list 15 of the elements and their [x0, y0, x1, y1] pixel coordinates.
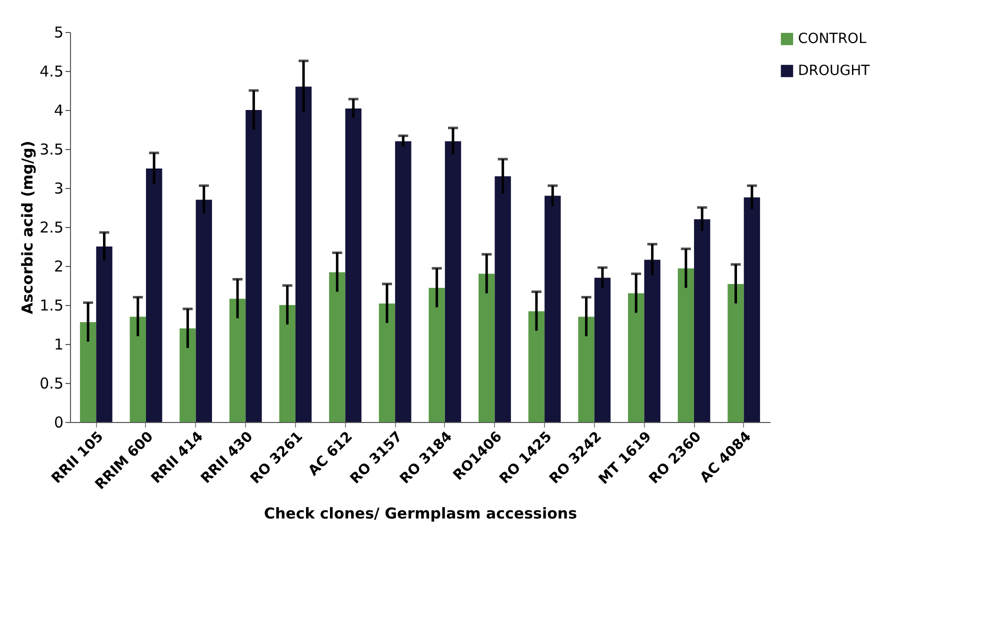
y-tick-label: 2 [54, 258, 64, 276]
y-tick-label: 3 [54, 180, 64, 198]
y-axis-title: Ascorbic acid (mg/g) [18, 140, 37, 314]
y-tick-label: 1 [54, 336, 64, 354]
y-tick-label: 0 [54, 414, 64, 432]
y-tick-label: 3.5 [40, 140, 64, 158]
y-tick-label: 0.5 [40, 374, 64, 392]
y-tick-label: 1.5 [40, 296, 64, 314]
x-axis-title: Check clones/ Germplasm accessions [264, 504, 578, 522]
legend-label: CONTROL [798, 31, 867, 47]
y-tick-label: 5 [54, 24, 64, 42]
y-tick-label: 2.5 [40, 218, 64, 236]
y-tick-label: 4.5 [40, 62, 64, 80]
legend-label: DROUGHT [798, 63, 870, 79]
y-tick-label: 4 [54, 102, 64, 120]
